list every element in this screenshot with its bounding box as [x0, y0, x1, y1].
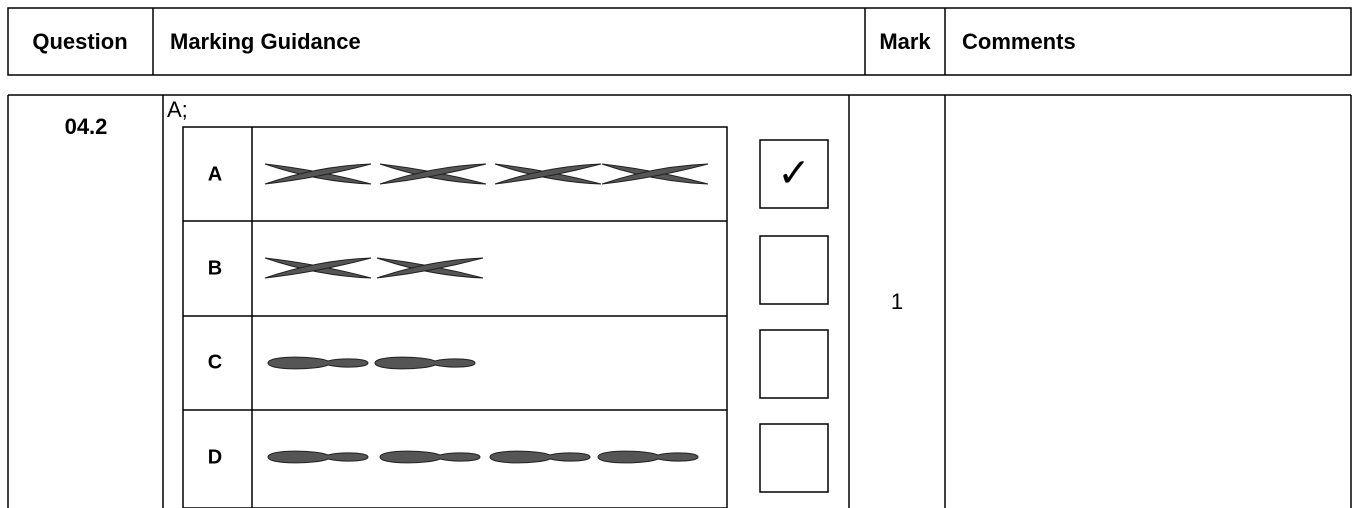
checkboxes: ✓	[759, 139, 829, 493]
option-label: D	[208, 446, 222, 468]
answer: A;	[167, 97, 188, 122]
tick: ✓	[777, 152, 811, 196]
options-table: A B C D ✓	[182, 126, 829, 508]
question-number: 04.2	[65, 114, 108, 139]
header-cell: Mark	[879, 29, 931, 54]
body-row: 04.2 A; 1	[7, 94, 1352, 508]
option-label: A	[208, 163, 222, 185]
option-label: B	[208, 257, 222, 279]
header-cell: Comments	[962, 29, 1076, 54]
mark: 1	[891, 289, 903, 314]
option-label: C	[208, 351, 222, 373]
header-cell: Question	[32, 29, 127, 54]
chromosomes	[264, 163, 709, 464]
header-cell: Marking Guidance	[170, 29, 361, 54]
header-row: Question Marking Guidance Mark Comments	[7, 7, 1352, 76]
